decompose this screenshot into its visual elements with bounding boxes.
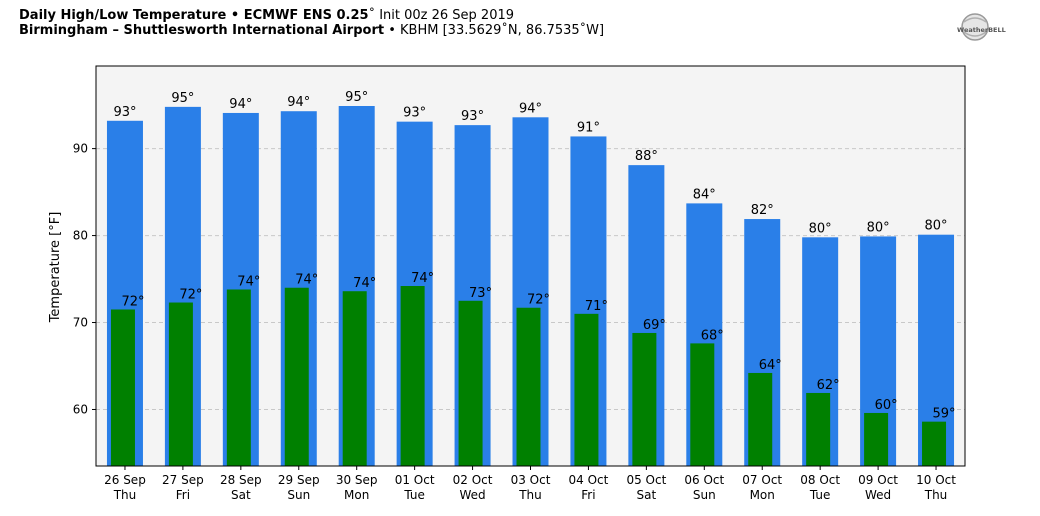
low-temp-label: 74° [237, 274, 260, 289]
x-tick-date: 02 Oct [453, 473, 493, 487]
low-temp-bar [168, 302, 193, 466]
low-temp-label: 74° [411, 271, 434, 286]
x-tick-date: 01 Oct [395, 473, 435, 487]
chart-header: Daily High/Low Temperature • ECMWF ENS 0… [19, 8, 604, 38]
y-tick-label: 60 [73, 402, 88, 416]
low-temp-bar [110, 309, 135, 466]
low-temp-bar [226, 289, 251, 466]
low-temp-bar [922, 421, 947, 466]
x-tick-date: 08 Oct [800, 473, 840, 487]
x-tick-date: 06 Oct [684, 473, 724, 487]
low-temp-bar [284, 287, 309, 466]
high-temp-label: 84° [693, 187, 716, 202]
x-tick-day: Sat [231, 488, 251, 502]
low-temp-label: 59° [933, 407, 956, 422]
x-tick-date: 07 Oct [742, 473, 782, 487]
x-tick-date: 26 Sep [104, 473, 146, 487]
chart-title-degree: ˚ [368, 8, 376, 23]
low-temp-bar [806, 392, 831, 466]
x-tick-day: Sat [637, 488, 657, 502]
chart-title-main: Daily High/Low Temperature • ECMWF ENS 0… [19, 8, 369, 23]
high-temp-label: 88° [635, 149, 658, 164]
x-tick-date: 30 Sep [336, 473, 378, 487]
low-temp-label: 64° [759, 358, 782, 373]
high-temp-label: 80° [809, 221, 832, 236]
low-temp-bar [574, 313, 599, 466]
x-tick-day: Mon [344, 488, 369, 502]
high-temp-label: 94° [519, 101, 542, 116]
high-temp-label: 80° [867, 220, 890, 235]
x-tick-day: Fri [176, 488, 190, 502]
x-tick-day: Thu [113, 488, 137, 502]
x-tick-day: Sun [693, 488, 716, 502]
high-temp-label: 91° [577, 120, 600, 135]
x-tick-date: 03 Oct [511, 473, 551, 487]
x-tick-date: 09 Oct [858, 473, 898, 487]
low-temp-bar [458, 300, 483, 466]
low-temp-bar [748, 372, 773, 466]
low-temp-label: 72° [121, 294, 144, 309]
high-temp-label: 93° [461, 109, 484, 124]
location-name: Birmingham – Shuttlesworth International… [19, 23, 385, 38]
x-tick-date: 04 Oct [569, 473, 609, 487]
low-temp-bar [864, 412, 889, 466]
high-temp-label: 80° [925, 219, 948, 234]
high-temp-label: 93° [403, 106, 426, 121]
low-temp-label: 68° [701, 328, 724, 343]
high-temp-label: 82° [751, 203, 774, 218]
x-tick-day: Fri [581, 488, 595, 502]
low-temp-label: 74° [295, 273, 318, 288]
x-tick-day: Wed [865, 488, 891, 502]
high-temp-label: 94° [287, 95, 310, 110]
x-tick-day: Mon [750, 488, 775, 502]
y-tick-label: 70 [73, 316, 88, 330]
low-temp-label: 72° [527, 293, 550, 308]
x-tick-day: Wed [459, 488, 485, 502]
y-tick-label: 80 [73, 229, 88, 243]
low-temp-bar [400, 286, 425, 466]
high-temp-label: 94° [229, 97, 252, 112]
chart-title: Daily High/Low Temperature • ECMWF ENS 0… [19, 8, 604, 23]
x-tick-date: 28 Sep [220, 473, 262, 487]
weatherbell-logo: WeatherBELL [957, 13, 1006, 41]
low-temp-bar [632, 332, 657, 466]
x-tick-day: Thu [518, 488, 542, 502]
low-temp-label: 62° [817, 378, 840, 393]
low-temp-bar [690, 343, 715, 466]
low-temp-label: 71° [585, 299, 608, 314]
high-temp-label: 95° [171, 91, 194, 106]
y-tick-label: 90 [73, 142, 88, 156]
x-tick-date: 29 Sep [278, 473, 320, 487]
x-tick-day: Sun [287, 488, 310, 502]
logo-text: WeatherBELL [957, 26, 1006, 34]
low-temp-label: 74° [353, 276, 376, 291]
x-tick-day: Thu [924, 488, 948, 502]
x-tick-date: 05 Oct [626, 473, 666, 487]
y-axis-label: Temperature [°F] [48, 212, 63, 324]
chart-subtitle: Birmingham – Shuttlesworth International… [19, 23, 604, 38]
low-temp-label: 60° [875, 398, 898, 413]
chart-title-init: Init 00z 26 Sep 2019 [375, 8, 515, 23]
low-temp-label: 72° [179, 288, 202, 303]
x-tick-date: 10 Oct [916, 473, 956, 487]
low-temp-label: 73° [469, 286, 492, 301]
location-separator: • [384, 23, 401, 38]
low-temp-label: 69° [643, 318, 666, 333]
low-temp-bar [516, 307, 541, 466]
x-tick-day: Tue [403, 488, 425, 502]
x-tick-day: Tue [809, 488, 831, 502]
x-tick-date: 27 Sep [162, 473, 204, 487]
location-coords: KBHM [33.5629˚N, 86.7535˚W] [400, 23, 605, 38]
high-temp-label: 93° [113, 105, 136, 120]
high-temp-label: 95° [345, 90, 368, 105]
low-temp-bar [342, 291, 367, 466]
